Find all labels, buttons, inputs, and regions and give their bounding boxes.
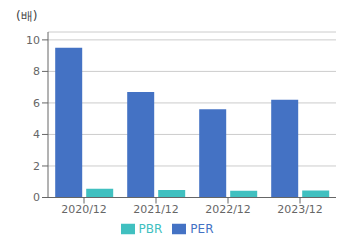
svg-text:2020/12: 2020/12 [61,203,107,216]
svg-text:2022/12: 2022/12 [205,203,251,216]
svg-text:10: 10 [26,34,40,47]
svg-text:4: 4 [33,128,40,141]
svg-text:0: 0 [33,191,40,204]
svg-text:6: 6 [33,97,40,110]
svg-text:8: 8 [33,65,40,78]
html-text:(배): (배) [16,9,38,23]
svg-text:2023/12: 2023/12 [277,203,323,216]
svg-text:2021/12: 2021/12 [133,203,179,216]
html-text:PBR: PBR [138,221,163,236]
svg-text:2: 2 [33,160,40,173]
html-text:PER: PER [190,221,214,236]
